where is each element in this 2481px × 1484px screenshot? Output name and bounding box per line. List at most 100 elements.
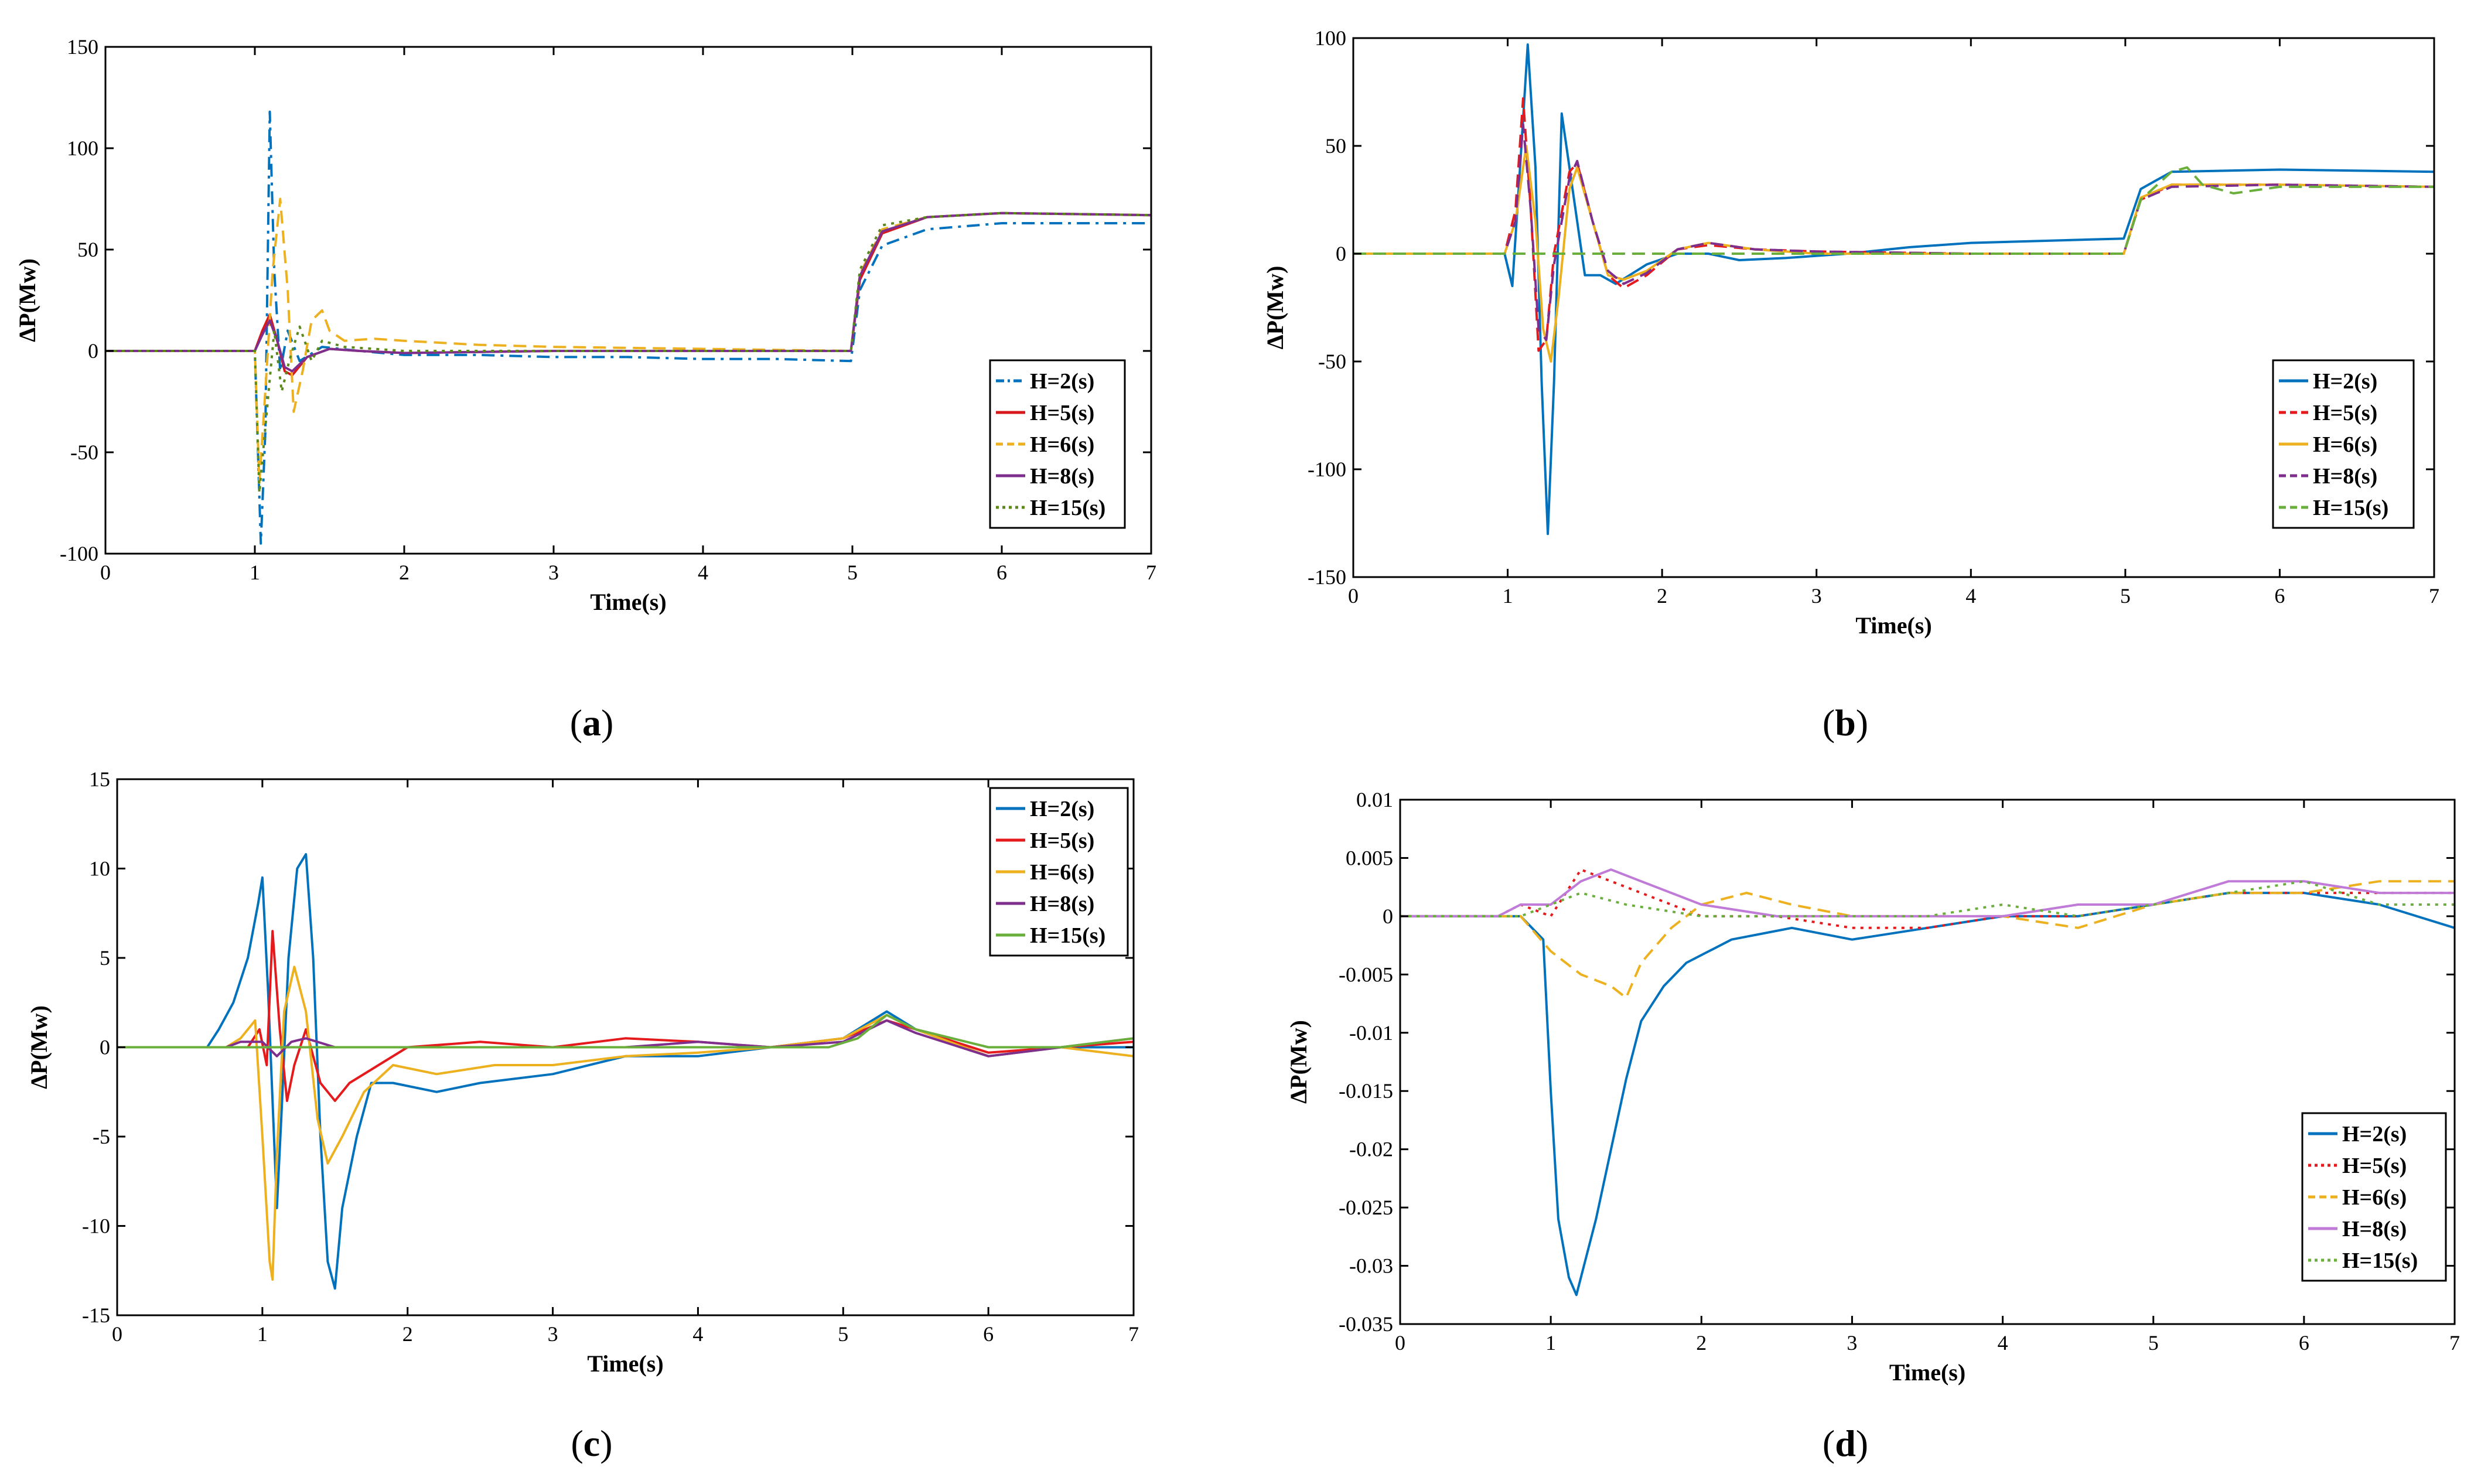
y-tick-label: 0 — [1383, 905, 1393, 928]
x-tick-label: 3 — [548, 561, 559, 584]
series-line-4 — [1400, 868, 2455, 917]
y-axis-label: ΔP(Mw) — [1285, 1020, 1312, 1104]
plot-frame — [104, 46, 1152, 555]
y-tick-label: -15 — [82, 1304, 110, 1327]
series-line-1 — [117, 853, 1134, 1290]
panel-b: 0 1 2 3 4 5 6 7 -150 -100 -50 0 50 100 Time(s) ΔP(Mw) H=… — [1262, 26, 2439, 639]
x-tick-label: 3 — [1811, 584, 1822, 608]
panel-c: 0 1 2 3 4 5 6 7 -15 -10 -5 0 5 10 15 Time(s) ΔP(Mw) H=2(s… — [26, 767, 1139, 1377]
x-axis-label: Time(s) — [1889, 1359, 1965, 1386]
y-axis-label: ΔP(Mw) — [1262, 266, 1288, 350]
legend: H=2(s) H=5(s) H=6(s) H=8(s) H=15(s) — [989, 787, 1129, 957]
x-tick-label: 2 — [399, 561, 409, 584]
x-tick-label: 5 — [838, 1322, 848, 1346]
y-tick-label: -100 — [60, 542, 98, 565]
caption-b: (b) — [1823, 702, 1868, 743]
x-tick-label: 2 — [1657, 584, 1667, 608]
series-line-1 — [1400, 892, 2455, 1297]
legend-entry: H=2(s) — [2342, 1122, 2407, 1147]
x-tick-label: 7 — [1128, 1322, 1139, 1346]
legend-entry: H=6(s) — [2342, 1185, 2407, 1210]
y-tick-label: -0.015 — [1339, 1079, 1393, 1103]
series-line-5 — [1400, 880, 2455, 917]
x-tick-label: 4 — [1998, 1331, 2008, 1355]
series-line-3 — [1400, 880, 2455, 999]
plot-frame — [1352, 37, 2435, 578]
caption-a: (a) — [570, 702, 614, 743]
x-tick-label: 6 — [997, 561, 1007, 584]
legend-entry: H=5(s) — [1030, 828, 1094, 853]
y-tick-label: -0.005 — [1339, 963, 1393, 986]
y-tick-label: 0.01 — [1356, 788, 1393, 811]
y-tick-label: -0.03 — [1349, 1254, 1393, 1278]
y-tick-label: 150 — [67, 35, 98, 59]
y-tick-label: 50 — [1325, 134, 1346, 158]
y-tick-label: 100 — [1315, 26, 1346, 50]
y-tick-label: -150 — [1308, 565, 1346, 589]
x-tick-label: 0 — [112, 1322, 122, 1346]
x-axis-label: Time(s) — [587, 1350, 663, 1377]
y-tick-label: -0.02 — [1349, 1138, 1393, 1161]
legend-entry: H=8(s) — [1030, 464, 1094, 489]
y-axis-label: ΔP(Mw) — [14, 258, 40, 342]
x-axis-label: Time(s) — [1855, 612, 1931, 639]
legend: H=2(s) H=5(s) H=6(s) H=8(s) H=15(s) — [2272, 359, 2415, 529]
legend-entry: H=6(s) — [1030, 432, 1094, 457]
x-tick-label: 5 — [2148, 1331, 2159, 1355]
legend-entry: H=6(s) — [1030, 860, 1094, 885]
y-tick-label: 0 — [1336, 242, 1346, 265]
x-tick-label: 4 — [1965, 584, 1976, 608]
x-tick-label: 2 — [1696, 1331, 1707, 1355]
legend-entry: H=6(s) — [2313, 432, 2377, 457]
series-line-5 — [1353, 166, 2434, 255]
y-tick-label: 100 — [67, 137, 98, 160]
series-line-2 — [117, 930, 1134, 1102]
legend-entry: H=8(s) — [2313, 464, 2377, 489]
series-line-5 — [117, 1014, 1134, 1049]
y-tick-label: -0.035 — [1339, 1312, 1393, 1336]
legend: H=2(s) H=5(s) H=6(s) H=8(s) H=15(s) — [2301, 1112, 2447, 1282]
y-tick-label: -5 — [93, 1125, 110, 1148]
legend-entry: H=5(s) — [2342, 1154, 2407, 1178]
panel-d: 0 1 2 3 4 5 6 7 -0.035 -0.03 -0.025 -0.02 -0.015 -0.0… — [1285, 788, 2460, 1386]
x-tick-label: 3 — [548, 1322, 558, 1346]
legend-entry: H=2(s) — [1030, 797, 1094, 821]
y-tick-label: -50 — [70, 441, 98, 464]
y-tick-label: 50 — [77, 238, 98, 261]
y-tick-label: 0 — [100, 1036, 110, 1059]
y-tick-label: -10 — [82, 1215, 110, 1238]
x-tick-label: 0 — [1395, 1331, 1405, 1355]
x-tick-label: 3 — [1847, 1331, 1857, 1355]
x-tick-label: 1 — [1545, 1331, 1556, 1355]
legend-entry: H=5(s) — [1030, 401, 1094, 425]
legend-entry: H=8(s) — [2342, 1217, 2407, 1241]
legend-entry: H=8(s) — [1030, 892, 1094, 916]
x-tick-label: 6 — [2274, 584, 2285, 608]
y-tick-label: -0.025 — [1339, 1196, 1393, 1219]
caption-c: (c) — [571, 1422, 612, 1464]
series-line-1 — [1353, 43, 2434, 535]
legend-entry: H=2(s) — [1030, 369, 1094, 394]
x-tick-label: 0 — [1348, 584, 1359, 608]
x-tick-label: 6 — [2299, 1331, 2309, 1355]
series-line-1 — [105, 110, 1151, 545]
panel-a: 0 1 2 3 4 5 6 7 -100 -50 0 50 100 150 Time(s) ΔP(Mw) H=2… — [14, 35, 1156, 615]
legend-entry: H=15(s) — [2313, 496, 2388, 520]
x-tick-label: 7 — [1146, 561, 1156, 584]
x-tick-label: 7 — [2449, 1331, 2460, 1355]
x-tick-label: 5 — [2120, 584, 2131, 608]
y-tick-label: 15 — [89, 767, 110, 791]
x-tick-label: 2 — [402, 1322, 413, 1346]
y-tick-label: -100 — [1308, 458, 1346, 481]
legend-entry: H=5(s) — [2313, 401, 2377, 425]
series-line-5 — [105, 211, 1151, 494]
x-tick-label: 4 — [698, 561, 708, 584]
y-tick-label: -0.01 — [1349, 1021, 1393, 1045]
legend-entry: H=15(s) — [1030, 496, 1105, 520]
x-tick-label: 0 — [100, 561, 111, 584]
series-line-4 — [105, 211, 1151, 373]
x-tick-label: 1 — [250, 561, 260, 584]
y-tick-label: 0.005 — [1346, 846, 1393, 869]
y-tick-label: 0 — [88, 339, 98, 363]
